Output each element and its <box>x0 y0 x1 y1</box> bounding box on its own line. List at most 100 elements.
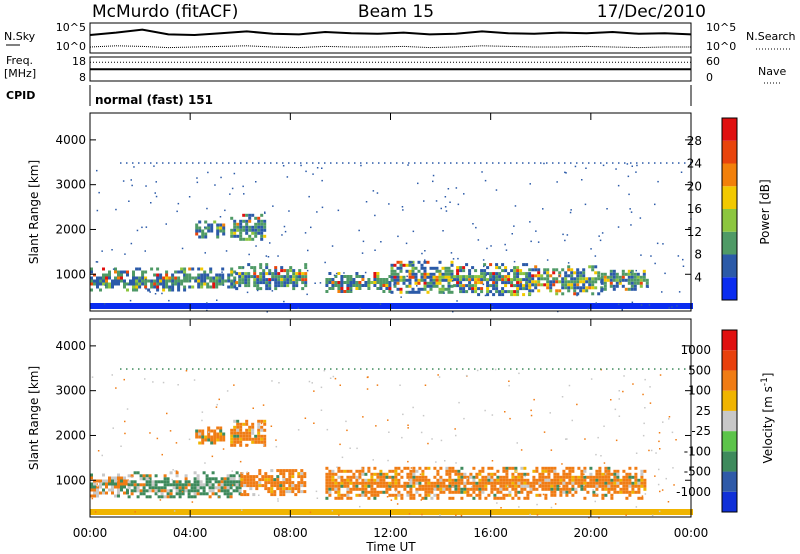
noise-dot <box>626 163 629 165</box>
echo-cell-10 <box>257 228 261 232</box>
range-gate-dot <box>630 162 632 164</box>
echo-cell-3 <box>259 281 263 285</box>
noise-dot <box>432 174 435 177</box>
near-range-band <box>651 303 654 309</box>
near-range-band <box>594 509 597 515</box>
echo-cell-1 <box>136 486 140 490</box>
noise-dot <box>124 253 126 255</box>
echo-cell-5 <box>230 434 234 438</box>
near-range-band <box>372 509 375 515</box>
noise-dot <box>432 180 434 183</box>
echo-cell-3 <box>601 484 605 488</box>
echo-cell-3 <box>349 469 353 473</box>
echo-cell-5 <box>263 443 267 447</box>
echo-cell-3 <box>238 272 242 276</box>
noise-dot <box>127 284 130 286</box>
near-range-band <box>663 303 666 309</box>
noise-dot <box>455 462 457 464</box>
echo-cell-3 <box>430 490 434 494</box>
echo-cell-5 <box>444 269 448 273</box>
echo-cell-5 <box>396 260 400 264</box>
echo-cell-4 <box>373 278 377 281</box>
noise-dot <box>281 234 283 236</box>
echo-cell-2 <box>212 279 216 283</box>
noise-dot <box>101 454 103 457</box>
echo-cell-3 <box>496 490 500 494</box>
echo-cell-5 <box>245 434 249 438</box>
noise-dot <box>400 296 402 298</box>
echo-cell-6 <box>498 278 502 282</box>
echo-cell-4 <box>222 438 226 442</box>
noise-dot <box>665 477 667 480</box>
echo-cell-5 <box>447 278 451 282</box>
echo-cell-3 <box>625 472 629 476</box>
near-range-band <box>297 303 300 309</box>
echo-cell-4 <box>219 426 223 430</box>
near-range-band <box>660 303 663 309</box>
echo-cell-2 <box>203 270 207 274</box>
near-range-band <box>321 509 324 515</box>
echo-cell-4 <box>358 287 362 290</box>
y-tick-label-2: 3000 <box>55 178 86 192</box>
noise-dot <box>574 165 577 168</box>
noise-dot <box>656 242 659 245</box>
echo-cell-2 <box>200 267 204 271</box>
echo-cell-3 <box>340 475 344 479</box>
echo-cell-3 <box>259 278 263 282</box>
echo-cell-8 <box>609 284 613 288</box>
echo-cell-4 <box>210 441 214 445</box>
echo-cell-7 <box>579 277 583 281</box>
range-gate-dot <box>222 368 224 370</box>
echo-cell-1 <box>133 471 137 475</box>
echo-cell-3 <box>328 472 332 476</box>
echo-cell-6 <box>525 284 529 288</box>
echo-cell-3 <box>328 487 332 491</box>
near-range-band <box>201 303 204 309</box>
echo-cell-1 <box>190 483 194 487</box>
echo-cell-3 <box>361 493 365 497</box>
echo-cell-3 <box>442 481 446 485</box>
noise-dot <box>283 300 285 303</box>
echo-cell-5 <box>423 287 427 291</box>
echo-cell-1 <box>141 282 145 286</box>
echo-cell-3 <box>484 481 488 485</box>
echo-cell-4 <box>373 281 377 284</box>
echo-cell-6 <box>456 269 460 273</box>
colorbar-swatch-2 <box>722 451 737 472</box>
echo-cell-10 <box>251 231 255 235</box>
noise-dot <box>659 490 661 493</box>
near-range-band <box>678 303 681 309</box>
echo-cell-3 <box>406 493 410 497</box>
echo-cell-3 <box>298 272 302 276</box>
echo-cell-3 <box>505 487 509 491</box>
echo-cell-3 <box>382 475 386 479</box>
echo-cell-6 <box>480 287 484 291</box>
echo-cell-2 <box>203 276 207 280</box>
range-gate-dot <box>396 368 398 370</box>
echo-cell-1 <box>211 471 215 475</box>
echo-cell-5 <box>245 437 249 441</box>
echo-cell-3 <box>304 284 308 288</box>
noise-dot <box>508 380 510 382</box>
echo-cell-4 <box>358 275 362 278</box>
echo-cell-8 <box>618 275 622 279</box>
near-range-band <box>324 509 327 515</box>
echo-cell-3 <box>487 493 491 497</box>
echo-cell-3 <box>349 496 353 500</box>
echo-cell-3 <box>448 472 452 476</box>
echo-cell-1 <box>138 267 142 271</box>
near-range-band <box>591 303 594 309</box>
echo-cell-3 <box>376 493 380 497</box>
echo-cell-7 <box>573 271 577 275</box>
range-gate-dot <box>402 368 404 370</box>
echo-cell-2 <box>243 481 247 485</box>
echo-cell-7 <box>564 280 568 284</box>
near-range-band <box>582 509 585 515</box>
echo-cell-6 <box>474 278 478 282</box>
noise-dot <box>399 384 401 386</box>
echo-cell-3 <box>304 272 308 276</box>
echo-cell-4 <box>376 278 380 281</box>
echo-cell-2 <box>291 487 295 491</box>
echo-cell-0 <box>132 273 135 277</box>
echo-cell-3 <box>352 472 356 476</box>
